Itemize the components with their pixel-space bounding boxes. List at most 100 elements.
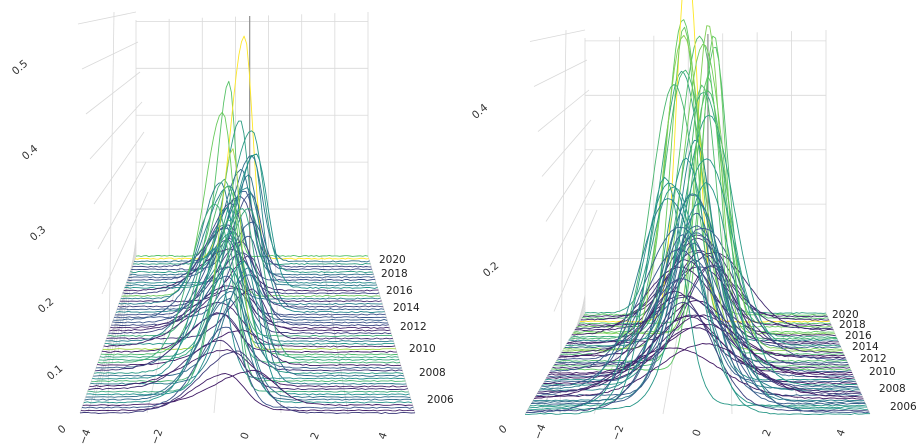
year-label: 2012 [860,353,887,365]
ridge-line [87,237,409,393]
z-tick-label: 0 [56,423,69,436]
year-label: 2014 [393,302,420,314]
ridge-line [549,315,853,374]
ridge-line [105,224,394,343]
z-tick-label: 0 [497,423,510,436]
year-label: 2006 [427,394,454,406]
x-tick-label: 4 [834,427,848,438]
ridge-line [122,224,380,295]
z-tick-label: 0.2 [36,296,57,316]
year-label: 2014 [852,341,879,353]
left-ridgeline-chart: 0 0.1 0.2 0.3 0.4 0.5 −4 −2 0 2 4 2020 2018 2016 2014 2… [10,11,454,447]
year-label: 2012 [400,321,427,333]
ridge-line [94,232,404,375]
z-tick-label: 0.5 [10,58,31,78]
ridge-line [109,287,391,332]
x-tick-label: 2 [760,428,774,438]
x-tick-label: −2 [610,424,627,443]
ridge-line [114,235,387,319]
ridge-line [103,301,396,348]
ridge-line [544,234,856,383]
z-tick-label: 0.3 [28,224,49,244]
year-label: 2020 [379,254,406,266]
ridge-line [534,347,864,400]
year-label: 2018 [381,268,408,280]
ridge-line [529,182,868,409]
x-tick-label: −2 [149,428,166,447]
ridge-line [124,153,378,289]
ridge-line [564,194,841,349]
x-tick-label: 0 [238,431,252,441]
left-grid [77,11,416,414]
ridge-line [135,80,369,258]
ridge-line [101,312,397,353]
ridge-line [93,274,404,377]
ridge-line [88,339,408,391]
ridge-line [99,208,399,359]
ridge-line [100,186,398,356]
ridge-line [132,196,372,268]
ridge-line [129,168,374,276]
ridge-line [556,84,847,362]
ridge-line [117,240,384,308]
year-label: 2008 [879,383,906,395]
ridge-line [530,176,867,407]
ridge-line [102,148,396,351]
ridge-line [541,249,859,388]
ridge-line [135,35,369,260]
x-tick-label: −4 [77,427,94,446]
z-tick-label: 0.4 [470,102,491,122]
ridge-line [538,314,861,393]
left-ridges [79,35,416,415]
ridge-line [567,266,839,344]
ridge-line [582,237,828,318]
ridge-line [542,158,858,386]
ridge-line [118,185,383,305]
ridge-line [537,296,862,395]
year-label: 2018 [839,319,866,331]
ridge-line [81,326,414,409]
ridge-line [555,212,848,364]
x-tick-label: −4 [532,422,549,441]
ridge-line [540,198,859,390]
ridge-line [536,242,862,397]
ridge-line [573,35,835,333]
ridge-line [546,323,855,379]
ridge-line [130,130,373,274]
ridge-line [528,182,868,410]
year-label: 2016 [845,330,872,342]
ridge-line [550,226,852,373]
ridge-line [583,19,827,316]
ridge-line [116,221,384,311]
ridge-line [574,251,834,332]
year-label: 2008 [419,367,446,379]
ridge-line [83,266,412,404]
ridge-line [121,111,380,297]
year-label: 2016 [386,285,413,297]
year-label: 2020 [832,309,859,321]
ridge-line [86,260,410,396]
year-label: 2010 [409,343,436,355]
ridge-line [560,84,845,356]
ridge-line [80,373,415,412]
ridge-line [543,327,857,385]
year-label: 2006 [890,401,917,413]
ridge-line [115,237,386,316]
ridge-line [125,174,377,287]
ridge-line [128,190,375,279]
ridge-line [547,225,854,378]
ridge-line [79,350,416,415]
ridge-line [107,178,392,337]
z-tick-label: 0.4 [20,143,41,163]
ridge-line [526,301,869,412]
ridge-line [126,154,377,284]
ridge-line [84,297,412,401]
ridge-line [120,182,381,300]
ridge-line [89,349,408,388]
x-tick-label: 4 [376,430,390,441]
ridge-line [91,218,406,383]
ridge-line [525,278,870,414]
ridge-line [115,187,385,313]
